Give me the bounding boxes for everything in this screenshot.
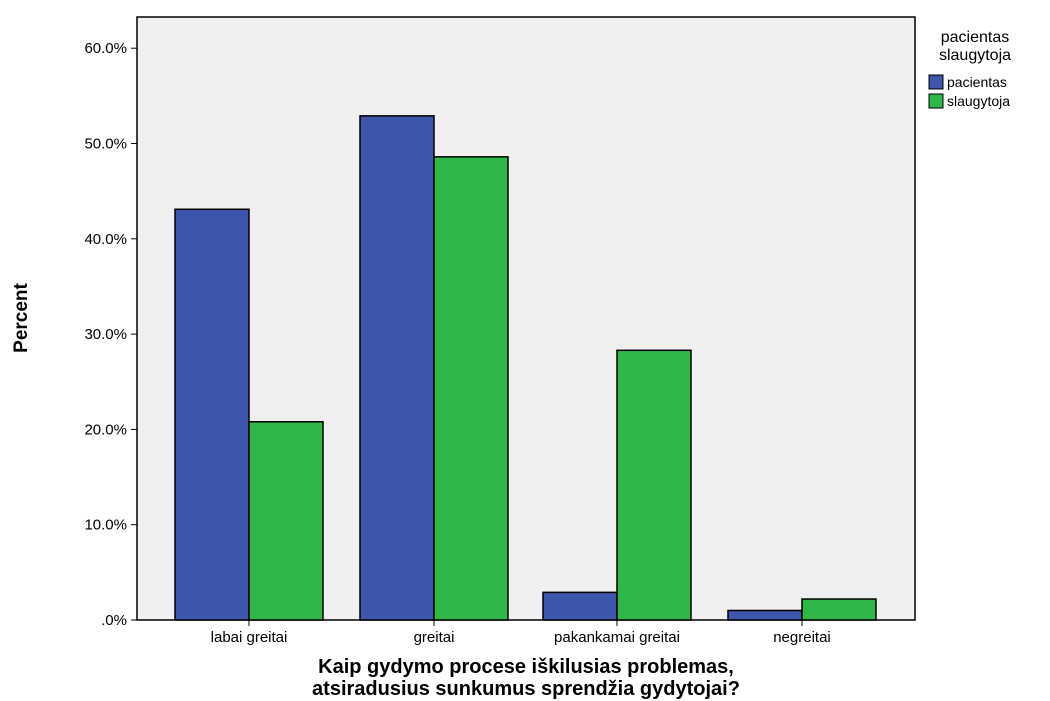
y-tick-label: 30.0% [84, 326, 127, 343]
bars [174, 115, 877, 621]
legend-title-line-2: slaugytoja [939, 47, 1011, 64]
x-tick-label: pakankamai greitai [554, 629, 680, 646]
bar-pacientas-labai-greitai [174, 208, 250, 621]
y-tick-label: .0% [101, 612, 127, 629]
y-tick-label: 40.0% [84, 231, 127, 248]
bar-slaugytoja-pakankamai-greitai [616, 349, 692, 621]
legend-swatch-pacientas [928, 74, 944, 90]
bar-pacientas-greitai [359, 115, 435, 621]
y-tick-label: 50.0% [84, 136, 127, 153]
x-tick-label: negreitai [773, 629, 831, 646]
y-tick-label: 10.0% [84, 517, 127, 534]
legend-swatch-slaugytoja [928, 93, 944, 109]
y-tick-label: 20.0% [84, 421, 127, 438]
bar-pacientas-pakankamai-greitai [542, 591, 618, 621]
x-tick-label: labai greitai [211, 629, 288, 646]
bar-pacientas-negreitai [727, 609, 803, 621]
bar-slaugytoja-greitai [433, 156, 509, 621]
legend-title-line-1: pacientas [941, 29, 1010, 46]
x-axis: labai greitai greitai pakankamai greitai ne… [211, 620, 831, 646]
legend-label-pacientas: pacientas [947, 74, 1007, 90]
bar-slaugytoja-labai-greitai [248, 421, 324, 621]
y-axis: .0% 10.0% 20.0% 30.0% 40.0% 50.0% 60.0% [84, 40, 137, 629]
x-tick-label: greitai [414, 629, 455, 646]
y-axis-label: Percent [11, 282, 32, 352]
legend-label-slaugytoja: slaugytoja [947, 93, 1010, 109]
y-tick-label: 60.0% [84, 40, 127, 57]
bar-slaugytoja-negreitai [801, 598, 877, 621]
legend: pacientas slaugytoja pacientas slaugytoj… [928, 29, 1011, 109]
x-axis-label-line-2: atsiradusius sunkumus sprendžia gydytoja… [312, 678, 740, 700]
x-axis-label-line-1: Kaip gydymo procese iškilusias problemas… [318, 656, 734, 678]
